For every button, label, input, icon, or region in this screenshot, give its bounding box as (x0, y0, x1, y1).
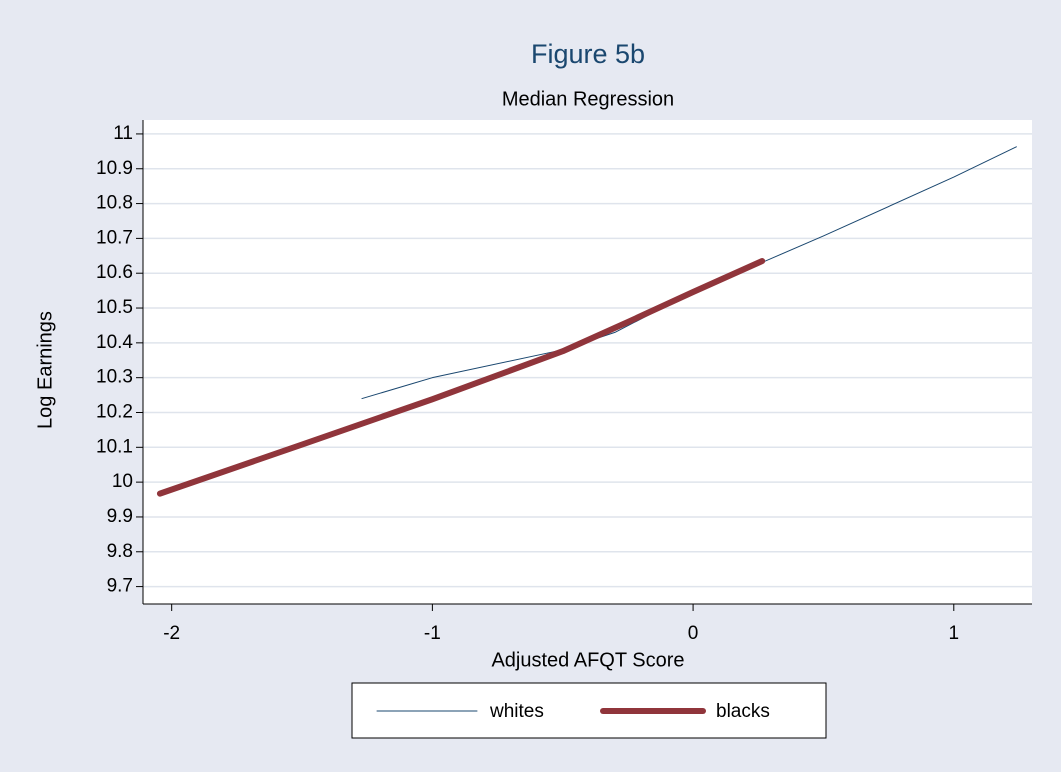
y-tick-label: 10.1 (96, 436, 133, 457)
x-axis-label: Adjusted AFQT Score (491, 649, 684, 671)
y-tick-label: 9.7 (107, 576, 133, 597)
y-axis-label: Log Earnings (34, 311, 56, 429)
legend-label: whites (489, 701, 544, 722)
chart-title: Figure 5b (531, 39, 645, 69)
plot-area (143, 120, 1032, 604)
y-tick-label: 11 (113, 123, 133, 144)
y-tick-label: 10.3 (96, 367, 133, 388)
chart-subtitle: Median Regression (502, 88, 674, 110)
x-tick-label: -2 (163, 623, 180, 644)
y-tick-label: 9.9 (107, 506, 133, 527)
y-tick-label: 10.9 (96, 158, 133, 179)
y-tick-label: 10.4 (96, 332, 133, 353)
y-tick-label: 10.6 (96, 262, 133, 283)
y-tick-label: 10.8 (96, 193, 133, 214)
x-tick-label: -1 (424, 623, 441, 644)
y-tick-label: 9.8 (107, 541, 133, 562)
legend-label: blacks (716, 701, 770, 722)
y-tick-label: 10.2 (96, 402, 133, 423)
y-tick-label: 10.7 (96, 227, 133, 248)
series-line (156, 258, 766, 497)
x-tick-label: 0 (688, 623, 699, 644)
y-tick-label: 10 (112, 471, 133, 492)
y-tick-label: 10.5 (96, 297, 133, 318)
x-tick-label: 1 (948, 623, 959, 644)
